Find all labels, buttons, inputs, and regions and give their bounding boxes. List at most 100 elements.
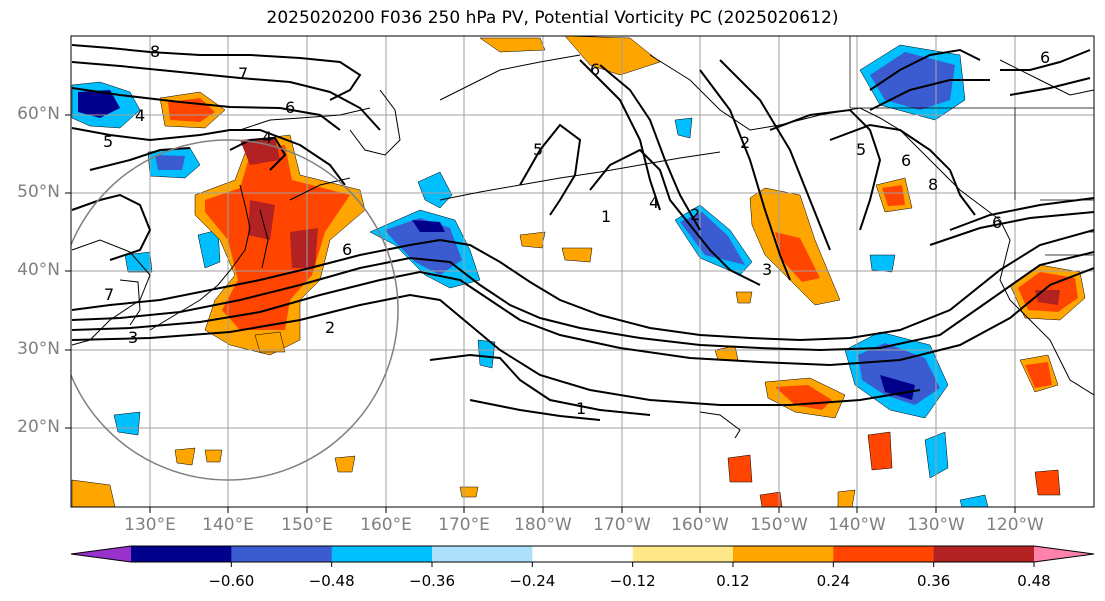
lon-label: 160°W: [671, 515, 729, 535]
lat-label: 20°N: [17, 417, 60, 437]
positive-anomaly-region: [561, 247, 593, 263]
contour-line: [71, 267, 1094, 367]
contour-line: [869, 79, 990, 111]
contour-label: 3: [762, 260, 772, 279]
positive-anomaly-region: [735, 291, 753, 304]
contour-label: 6: [342, 240, 352, 259]
contour-line: [599, 64, 701, 231]
coastline-asia: [71, 239, 151, 346]
lat-label: 50°N: [17, 182, 60, 202]
positive-anomaly-region: [727, 454, 753, 483]
axis-ticks: [65, 114, 1016, 513]
graticule: [71, 36, 1094, 507]
contour-line: [1000, 49, 1091, 71]
lon-label: 140°E: [202, 515, 254, 535]
colorbar-tick-label: 0.24: [816, 572, 851, 590]
positive-anomaly-region: [837, 489, 856, 507]
contour-line: [719, 59, 831, 251]
contour-label: 2: [740, 133, 750, 152]
lon-label: 170°W: [593, 515, 651, 535]
colorbar-tick-label: −0.48: [308, 572, 355, 590]
coastline-hawaii: [699, 411, 741, 439]
contour-label: 2: [690, 205, 700, 224]
contour-label: 1: [576, 399, 586, 418]
negative-anomaly-region: [880, 375, 915, 400]
contour-line: [71, 44, 362, 101]
lat-label: 30°N: [17, 339, 60, 359]
positive-anomaly-region: [240, 137, 280, 165]
map-title: 2025020200 F036 250 hPa PV, Potential Vo…: [266, 8, 839, 28]
contour-line: [579, 59, 661, 211]
negative-anomaly-region: [674, 117, 693, 139]
colorbar-tick-label: 0.12: [716, 572, 750, 590]
positive-anomaly-region: [290, 228, 318, 268]
contour-label: 6: [901, 151, 911, 170]
contour-label: 5: [856, 140, 866, 159]
contour-line: [769, 108, 882, 231]
contour-line: [71, 229, 1094, 342]
contour-line: [71, 127, 346, 186]
negative-anomaly-region: [959, 494, 989, 507]
negative-anomaly-region: [155, 155, 185, 170]
colorbar-tick-label: 0.36: [916, 572, 951, 590]
contour-label: 6: [1040, 48, 1050, 67]
coastline-kamchatka: [349, 89, 401, 156]
contour-label: 7: [238, 64, 248, 83]
lat-label: 40°N: [17, 260, 60, 280]
lon-label: 140°W: [828, 515, 886, 535]
positive-anomaly-region: [254, 331, 286, 353]
contour-line: [429, 353, 651, 416]
negative-anomaly-region: [78, 90, 120, 118]
contour-line: [229, 136, 287, 171]
positive-anomaly-region: [564, 36, 661, 76]
contour-label: 6: [590, 60, 600, 79]
coastline-bering: [439, 54, 581, 101]
contour-line: [869, 48, 981, 91]
contour-label: 2: [325, 318, 335, 337]
lat-label: 60°N: [17, 104, 60, 124]
contour-label: 4: [262, 128, 272, 147]
coastline-aleutians: [439, 151, 721, 201]
contour-label: 8: [928, 175, 938, 194]
lon-label: 150°W: [750, 515, 808, 535]
coastline-sakhalin: [259, 209, 269, 269]
colorbar-tick-label: −0.12: [609, 572, 656, 590]
lon-label: 160°E: [360, 515, 412, 535]
positive-anomaly-region: [174, 447, 196, 466]
contour-label: 4: [649, 193, 659, 212]
lon-label: 130°W: [907, 515, 965, 535]
coastline-japan: [149, 184, 251, 331]
contour-line: [71, 193, 152, 261]
contour-line: [699, 69, 791, 281]
contour-label: 1: [601, 207, 611, 226]
positive-anomaly-region: [775, 232, 820, 282]
lon-label: 150°E: [281, 515, 333, 535]
positive-anomaly-region: [459, 486, 479, 498]
negative-anomaly-region: [870, 52, 955, 110]
negative-anomaly-region: [113, 411, 141, 436]
contour-line: [829, 123, 976, 216]
positive-anomaly-region: [882, 185, 905, 206]
pv-contours: [71, 44, 1094, 421]
contour-line: [71, 87, 341, 131]
contour-label: 5: [533, 140, 543, 159]
colorbar-tick-label: 0.48: [1017, 572, 1051, 590]
lon-label: 130°E: [124, 515, 176, 535]
positive-anomaly-region: [71, 479, 116, 507]
contour-labels: 8 7 6 5 4 4 3 2 1 5 1 4 2 3 6 7 2 6 5 8 …: [103, 42, 1050, 418]
colorbar-tick-label: 0.60: [1099, 572, 1105, 590]
contour-line: [469, 399, 601, 421]
lon-label: 180°W: [514, 515, 572, 535]
range-circle: [71, 139, 399, 481]
contour-line: [1009, 77, 1091, 96]
contour-line: [71, 61, 381, 131]
positive-anomaly-region: [1034, 469, 1061, 496]
contour-label: 6: [992, 213, 1002, 232]
positive-anomaly-region: [204, 449, 223, 463]
contour-line: [71, 251, 1094, 352]
negative-anomaly-region: [869, 254, 896, 273]
colorbar-tick-label: −0.60: [208, 572, 255, 590]
contour-label: 6: [285, 98, 295, 117]
contour-line: [589, 148, 761, 286]
